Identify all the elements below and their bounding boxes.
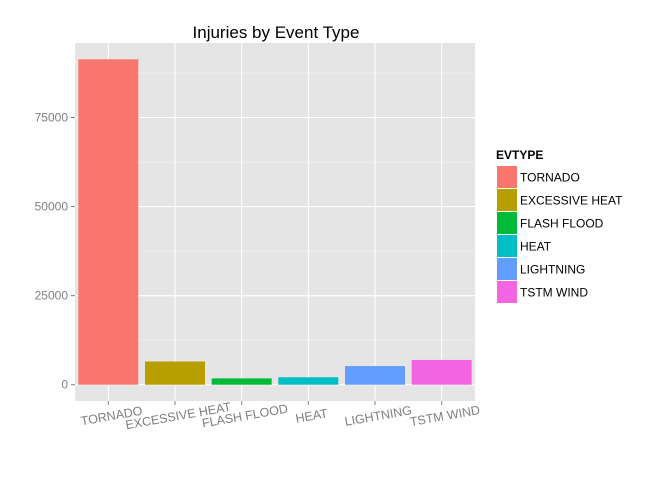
legend-label: FLASH FLOOD: [520, 217, 604, 231]
legend-key: [497, 235, 517, 257]
legend-label: TORNADO: [520, 171, 580, 185]
bar-tstm-wind: [411, 359, 472, 385]
x-tick-label: LIGHTNING: [344, 403, 413, 429]
y-tick-label: 50000: [35, 200, 69, 214]
y-tick-label: 0: [61, 378, 68, 392]
bars: [78, 59, 472, 385]
bar-flash-flood: [211, 378, 272, 385]
x-tick-label: TSTM WIND: [409, 403, 481, 429]
legend-label: EXCESSIVE HEAT: [520, 194, 623, 208]
chart-title: Injuries by Event Type: [193, 23, 360, 42]
bar-heat: [278, 377, 339, 385]
legend-label: LIGHTNING: [520, 263, 585, 277]
legend-label: HEAT: [520, 240, 552, 254]
legend-key: [497, 258, 517, 280]
legend-key: [497, 281, 517, 303]
legend-title: EVTYPE: [496, 148, 543, 162]
y-axis: 0 25000 50000 75000: [35, 111, 75, 392]
y-tick-label: 75000: [35, 111, 69, 125]
y-tick-label: 25000: [35, 289, 69, 303]
plot-panel: [75, 43, 475, 401]
legend-key: [497, 166, 517, 188]
bar-excessive-heat: [145, 361, 205, 385]
bar-tornado: [78, 59, 139, 385]
legend-label: TSTM WIND: [520, 286, 588, 300]
legend: EVTYPE TORNADO EXCESSIVE HEAT FLASH FLOOD H…: [496, 148, 623, 303]
x-tick-label: HEAT: [294, 406, 329, 425]
bar-lightning: [345, 366, 405, 385]
legend-key: [497, 189, 517, 211]
legend-key: [497, 212, 517, 234]
